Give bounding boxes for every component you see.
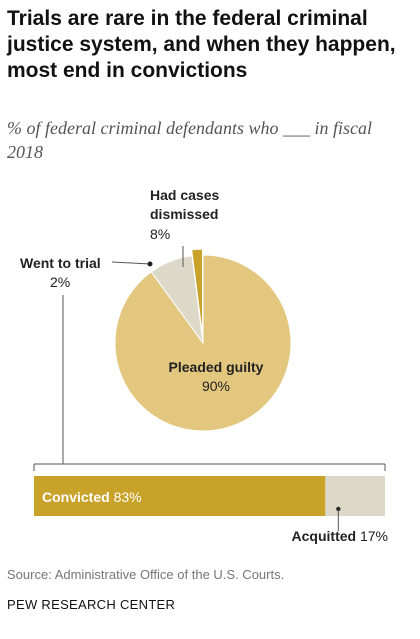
label-pleaded-guilty: Pleaded guilty bbox=[169, 359, 264, 375]
pie-chart bbox=[114, 248, 292, 432]
value-pleaded-guilty: 90% bbox=[202, 378, 230, 394]
label-convicted: Convicted 83% bbox=[42, 489, 142, 505]
chart-labels: Pleaded guilty 90% Had cases dismissed 8% Wen… bbox=[20, 187, 388, 544]
trial-leader-dot bbox=[147, 261, 153, 267]
chart-title: Trials are rare in the federal criminal … bbox=[7, 7, 396, 82]
trial-leader-line bbox=[111, 261, 151, 265]
label-dismissed-line2: dismissed bbox=[150, 206, 218, 222]
bar-segment-acquitted bbox=[325, 476, 385, 516]
pie-slice-went-to-trial bbox=[190, 248, 204, 338]
value-went-to-trial: 2% bbox=[50, 274, 70, 290]
label-went-to-trial: Went to trial bbox=[20, 255, 101, 271]
source-note: Source: Administrative Office of the U.S… bbox=[7, 567, 285, 582]
bar-segment-convicted bbox=[34, 476, 326, 516]
label-acquitted: Acquitted 17% bbox=[292, 528, 388, 544]
org-name: PEW RESEARCH CENTER bbox=[7, 597, 176, 612]
trial-breakdown-bracket bbox=[33, 295, 386, 471]
label-dismissed-line1: Had cases bbox=[150, 187, 219, 203]
value-dismissed: 8% bbox=[150, 226, 170, 242]
trial-outcome-bar bbox=[34, 476, 385, 516]
chart-subtitle: % of federal criminal defendants who ___… bbox=[7, 118, 372, 162]
